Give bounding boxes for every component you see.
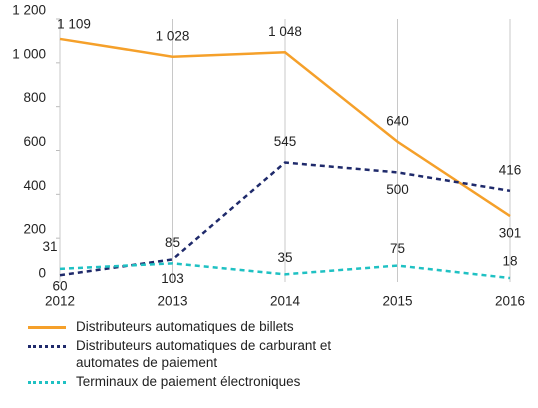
legend-label: Terminaux de paiement électroniques [76,374,301,389]
legend-item: Terminaux de paiement électroniques [28,373,338,390]
x-tick-label: 2012 [45,294,75,309]
y-tick-label: 800 [23,90,46,105]
series-line [59,262,511,280]
data-label: 416 [499,162,522,177]
data-label: 545 [274,134,297,149]
data-label: 1 048 [268,24,302,39]
data-label: 103 [161,271,184,286]
data-label: 60 [52,278,67,293]
x-tick-label: 2013 [157,294,187,309]
y-tick-label: 1 200 [12,3,46,18]
y-tick-label: 600 [23,134,46,149]
legend-swatch [28,345,66,348]
x-tick-label: 2014 [270,294,301,309]
data-label: 35 [277,250,292,265]
data-label: 1 109 [57,17,91,32]
y-tick-label: 1 000 [12,46,46,61]
legend-label: Distributeurs automatiques de billets [76,319,294,334]
data-label: 18 [502,254,517,269]
legend: Distributeurs automatiques de billets Dis… [28,318,338,392]
legend-swatch [28,326,66,329]
legend-label: Distributeurs automatiques de carburant … [76,338,332,370]
legend-item: Distributeurs automatiques de carburant … [28,337,338,371]
data-label: 500 [386,182,409,197]
data-label: 301 [499,226,522,241]
chart: 0 200 400 600 800 1 000 1 200 2012 2013 2014 2015 2… [12,3,525,309]
y-tick-label: 0 [38,266,46,281]
x-tick-label: 2016 [495,294,525,309]
data-label: 640 [386,113,409,128]
legend-swatch [28,381,66,384]
data-label: 75 [390,241,405,256]
data-label: 1 028 [156,28,190,43]
series-line [59,37,511,218]
y-tick-label: 400 [23,178,46,193]
data-label: 31 [42,239,57,254]
y-tick-label: 200 [23,222,46,237]
legend-item: Distributeurs automatiques de billets [28,318,338,335]
data-label: 85 [165,235,180,250]
x-tick-label: 2015 [382,294,412,309]
